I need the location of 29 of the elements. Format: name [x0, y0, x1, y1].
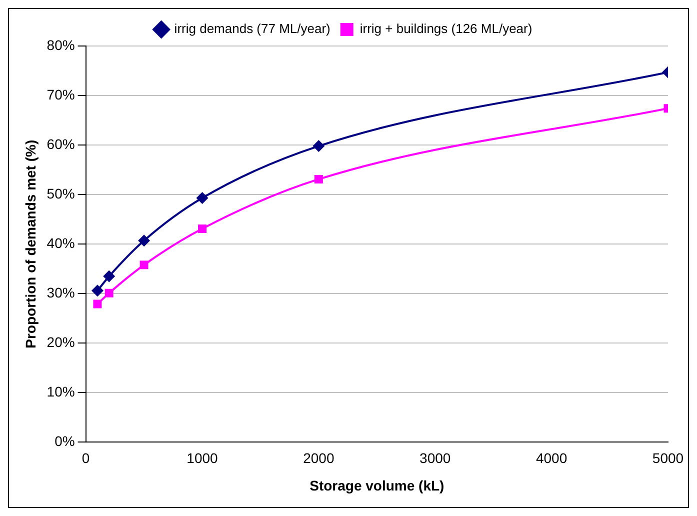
- x-tick-label: 3000: [420, 450, 451, 466]
- x-tick-label: 2000: [303, 450, 334, 466]
- point: [312, 140, 325, 152]
- y-axis-title: Proportion of demands met (%): [22, 140, 38, 348]
- y-tick-label: 80%: [46, 36, 75, 53]
- point: [138, 234, 150, 247]
- y-tick-label: 0%: [54, 433, 75, 450]
- point: [103, 270, 116, 282]
- x-tick-label: 0: [82, 450, 90, 466]
- legend-label: irrig demands (77 ML/year): [174, 21, 330, 36]
- y-tick-label: 50%: [46, 185, 75, 202]
- y-tick-label: 60%: [46, 136, 75, 152]
- x-axis-title: Storage volume (kL): [310, 477, 444, 494]
- y-tick-label: 40%: [46, 234, 75, 251]
- y-tick-label: 10%: [46, 384, 75, 400]
- point: [140, 260, 148, 270]
- y-tick-label: 70%: [46, 86, 75, 102]
- x-tick-label: 4000: [536, 450, 568, 466]
- point: [104, 288, 114, 298]
- y-tick-label: 20%: [46, 334, 75, 350]
- point: [196, 192, 208, 204]
- y-tick-label: 30%: [46, 284, 75, 300]
- point: [198, 224, 206, 233]
- x-tick-label: 1000: [186, 450, 218, 466]
- x-tick-label: 5000: [652, 450, 684, 466]
- point: [93, 300, 102, 308]
- legend-label: irrig + buildings (126 ML/year): [360, 21, 532, 36]
- point: [91, 284, 104, 297]
- point: [314, 174, 323, 184]
